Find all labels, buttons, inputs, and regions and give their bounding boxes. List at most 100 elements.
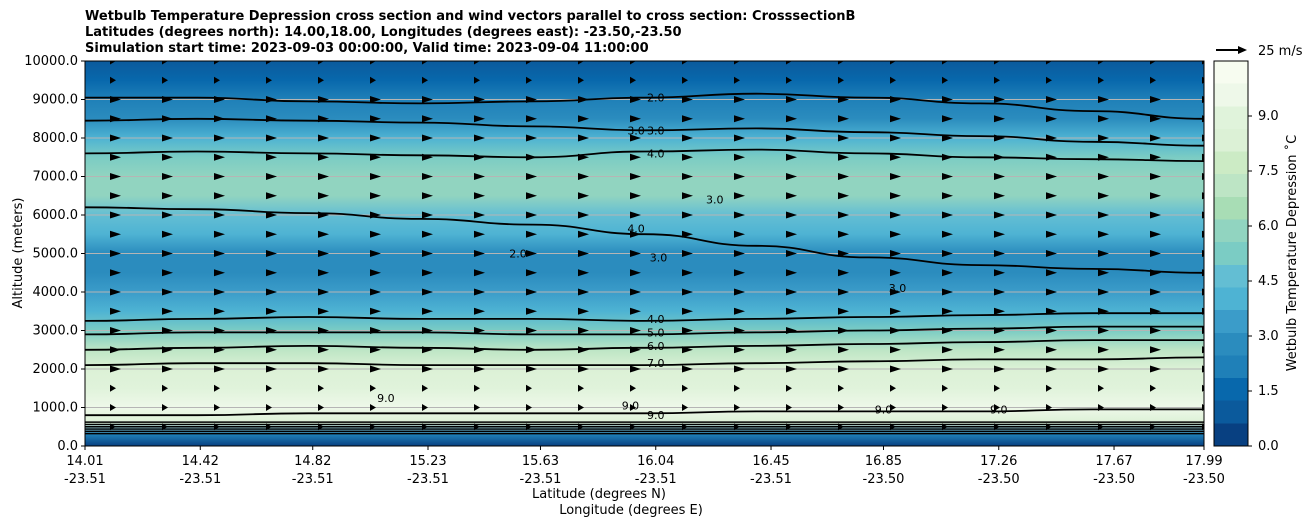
wind-vector [162,211,173,219]
wind-vector [318,404,324,411]
wind-vector [1150,288,1161,296]
wind-vector [526,269,537,277]
wind-vector [214,346,225,354]
wind-vector [266,211,277,219]
contour-line-9.0 [85,408,1204,417]
wind-vector [942,115,953,123]
wind-vector [578,230,589,238]
wind-vector [630,346,641,354]
x-tick-label-lon: -23.51 [635,472,677,487]
wind-vector [318,365,329,373]
wind-vector [1046,115,1057,123]
wind-vector [162,423,168,431]
wind-vector [110,76,116,84]
wind-vector [1150,134,1161,142]
wind-vector [630,76,636,84]
wind-vector [422,250,433,257]
wind-vector [214,230,225,238]
wind-vector [474,269,485,277]
wind-vector [786,134,797,142]
wind-vector [838,288,849,296]
wind-vector [1202,384,1204,392]
wind-vector [838,76,844,84]
wind-vector [578,365,589,373]
wind-vector [370,365,381,373]
wind-vector [422,211,433,219]
wind-vector [266,384,272,392]
wind-vector [1046,173,1057,180]
wind-vector [422,269,433,277]
wind-vector [370,61,376,65]
wind-vector [890,269,901,277]
x-tick-label-lat: 16.45 [752,454,789,469]
wind-vector [578,192,589,200]
x-tick-label-lon: -23.50 [1093,472,1135,487]
wind-vector [1150,173,1161,180]
wind-vector [890,153,901,161]
wind-vector [110,327,121,334]
x-axis: 14.01 -23.51 14.42 -23.51 14.82 -23.51 15.23 -2… [64,446,1225,487]
wind-vector [526,250,537,257]
wind-vector [474,76,480,84]
wind-vector [890,96,901,103]
wind-vector [838,327,849,334]
wind-vector [474,307,485,315]
wind-vector [630,61,636,65]
wind-vector [578,346,589,354]
y-tick-label: 2000.0 [33,362,79,377]
wind-vector [578,269,589,277]
wind-vector [474,153,485,161]
wind-vector [838,307,849,315]
wind-vector [526,173,537,180]
wind-vector [266,153,277,161]
y-tick-label: 0.0 [57,439,78,454]
wind-vector [994,211,1005,219]
wind-vector [994,192,1005,200]
wind-vector [1098,404,1104,411]
wind-vector [370,192,381,200]
wind-vector [266,192,277,200]
wind-vector [682,307,693,315]
wind-vector [1098,153,1109,161]
wind-vector [734,327,745,334]
wind-vector [994,346,1005,354]
wind-vector [942,76,948,84]
contour-line-6.0 [85,339,1204,351]
wind-vector [214,307,225,315]
wind-vector [734,211,745,219]
colorbar-tick-label: 6.0 [1258,219,1279,234]
wind-vector [630,96,641,103]
wind-vector [1202,404,1204,411]
wind-vector [474,327,485,334]
wind-vector [214,153,225,161]
contour-label: 3.0 [650,251,668,264]
wind-vector [318,115,329,123]
wind-vector [1046,288,1057,296]
wind-vector [1150,269,1161,277]
wind-vector [734,173,745,180]
wind-vector [578,384,584,392]
wind-vector [786,269,797,277]
wind-vector [942,153,953,161]
wind-vector [110,115,121,123]
wind-vector [682,365,693,373]
contour-label: 3.0 [889,282,907,295]
wind-vector [162,173,173,180]
y-axis: 0.0 1000.0 2000.0 3000.0 4000.0 5000.0 6000.0 7… [24,54,85,454]
wind-vector [682,269,693,277]
wind-vector [110,96,121,103]
wind-vector [630,211,641,219]
wind-vector [994,365,1005,373]
wind-vector [1046,269,1057,277]
wind-vector [318,96,329,103]
wind-vector [110,404,116,411]
wind-vector [1150,230,1161,238]
wind-vector [1098,423,1104,431]
wind-vector [786,192,797,200]
wind-vector [786,404,792,411]
x-axis-label-lat: Latitude (degrees N) [532,487,666,502]
wind-vector [318,423,324,431]
x-tick-label-lat: 17.67 [1095,454,1132,469]
wind-vector [1150,423,1156,431]
contour-label: 3.0 [706,194,724,207]
